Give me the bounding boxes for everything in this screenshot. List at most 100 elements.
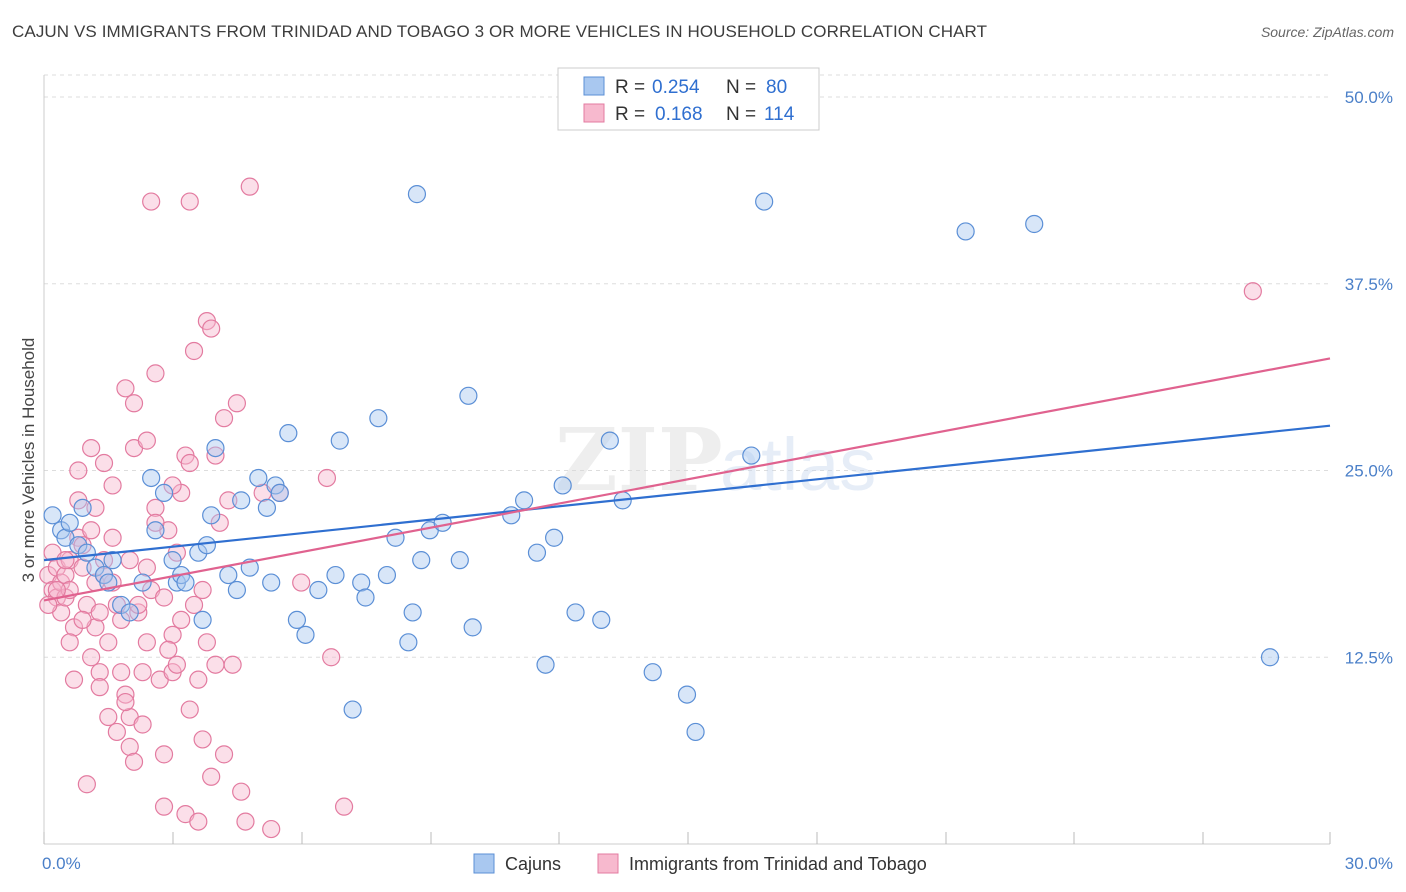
legend-r-label-immigrants: R = <box>615 104 645 125</box>
point-immigrants <box>99 633 118 652</box>
point-immigrants <box>206 655 225 674</box>
y-axis-tick-labels: 12.5% 25.0% 37.5% 50.0% <box>1345 88 1393 667</box>
point-cajuns <box>257 498 277 517</box>
watermark-atlas: atlas <box>720 423 876 506</box>
point-cajuns <box>154 483 174 503</box>
point-cajuns <box>142 468 161 488</box>
point-cajuns <box>677 685 697 704</box>
axes <box>43 75 1330 845</box>
point-cajuns <box>755 192 774 211</box>
watermark-zip: ZIP <box>555 410 723 511</box>
legend-n-value-immigrants: 114 <box>764 104 795 125</box>
point-cajuns <box>270 483 289 503</box>
point-immigrants <box>90 663 109 682</box>
legend-swatch-cajuns <box>583 76 605 96</box>
point-cajuns <box>103 551 122 570</box>
point-immigrants <box>107 722 126 742</box>
point-cajuns <box>459 386 478 405</box>
point-immigrants <box>219 491 238 510</box>
point-cajuns <box>600 431 619 450</box>
point-cajuns <box>545 528 564 547</box>
point-immigrants <box>180 192 199 211</box>
point-cajuns <box>515 491 534 510</box>
gridlines <box>44 74 1330 658</box>
point-immigrants <box>77 775 96 794</box>
point-cajuns <box>326 565 345 585</box>
point-cajuns <box>527 543 547 562</box>
point-cajuns <box>686 722 705 742</box>
point-immigrants <box>73 558 92 577</box>
point-cajuns <box>566 603 585 622</box>
series-cajuns-points <box>43 185 1280 742</box>
bottom-legend-swatch-immigrants <box>597 853 619 874</box>
point-cajuns <box>77 543 96 562</box>
point-immigrants <box>214 409 234 428</box>
point-immigrants <box>133 663 152 682</box>
point-cajuns <box>352 573 371 592</box>
point-immigrants <box>240 177 259 196</box>
point-immigrants <box>202 767 221 786</box>
point-cajuns <box>219 565 238 585</box>
point-immigrants <box>262 819 281 839</box>
legend-r-label-cajuns: R = <box>615 77 645 98</box>
point-immigrants <box>112 663 131 682</box>
point-cajuns <box>296 625 315 644</box>
point-immigrants <box>317 468 337 488</box>
point-immigrants <box>124 752 144 771</box>
x-tick-label-max: 30.0% <box>1345 854 1393 873</box>
point-cajuns <box>176 573 195 592</box>
point-cajuns <box>369 409 388 428</box>
point-immigrants <box>82 648 101 667</box>
point-immigrants <box>1243 282 1262 301</box>
x-tick-label-min: 0.0% <box>42 854 81 873</box>
point-immigrants <box>86 498 105 517</box>
point-immigrants <box>103 528 122 547</box>
trendline-immigrants <box>43 357 1331 602</box>
point-immigrants <box>154 588 174 607</box>
legend: R = 0.254 N = 80 R = 0.168 N = 114 <box>557 67 820 131</box>
legend-r-value-immigrants: 0.168 <box>655 104 703 125</box>
point-cajuns <box>120 603 139 622</box>
point-immigrants <box>82 438 101 458</box>
point-immigrants <box>146 513 165 532</box>
bottom-legend-label-immigrants: Immigrants from Trinidad and Tobago <box>629 854 927 874</box>
point-immigrants <box>197 633 216 652</box>
point-immigrants <box>180 700 199 719</box>
point-immigrants <box>184 595 204 615</box>
point-immigrants <box>39 595 58 615</box>
y-tick-label: 37.5% <box>1345 275 1393 294</box>
watermark: ZIP atlas <box>555 410 876 511</box>
point-immigrants <box>94 453 114 473</box>
point-immigrants <box>60 633 79 652</box>
point-immigrants <box>154 797 174 816</box>
point-immigrants <box>69 461 88 480</box>
bottom-legend-label-cajuns: Cajuns <box>505 854 561 874</box>
point-immigrants <box>82 521 101 540</box>
point-immigrants <box>193 730 212 749</box>
point-cajuns <box>592 610 611 630</box>
point-immigrants <box>232 782 251 801</box>
y-tick-label: 12.5% <box>1345 648 1393 667</box>
point-immigrants <box>180 453 199 473</box>
point-cajuns <box>399 633 418 652</box>
point-cajuns <box>403 603 422 622</box>
point-cajuns <box>193 610 212 630</box>
point-immigrants <box>90 603 109 622</box>
point-cajuns <box>643 663 662 682</box>
point-immigrants <box>236 812 255 831</box>
point-cajuns <box>73 498 92 517</box>
series-immigrants-points <box>39 177 1262 839</box>
point-immigrants <box>56 551 75 570</box>
point-immigrants <box>214 745 234 764</box>
point-cajuns <box>956 222 975 241</box>
point-immigrants <box>292 573 311 592</box>
point-cajuns <box>343 700 362 719</box>
y-axis-label: 3 or more Vehicles in Household <box>19 338 38 583</box>
point-cajuns <box>412 551 431 570</box>
point-cajuns <box>377 565 397 585</box>
point-cajuns <box>163 551 182 570</box>
x-axis-tick-labels: 0.0% 30.0% <box>42 854 1393 873</box>
point-cajuns <box>197 536 216 555</box>
point-immigrants <box>64 670 84 689</box>
point-immigrants <box>116 685 135 704</box>
